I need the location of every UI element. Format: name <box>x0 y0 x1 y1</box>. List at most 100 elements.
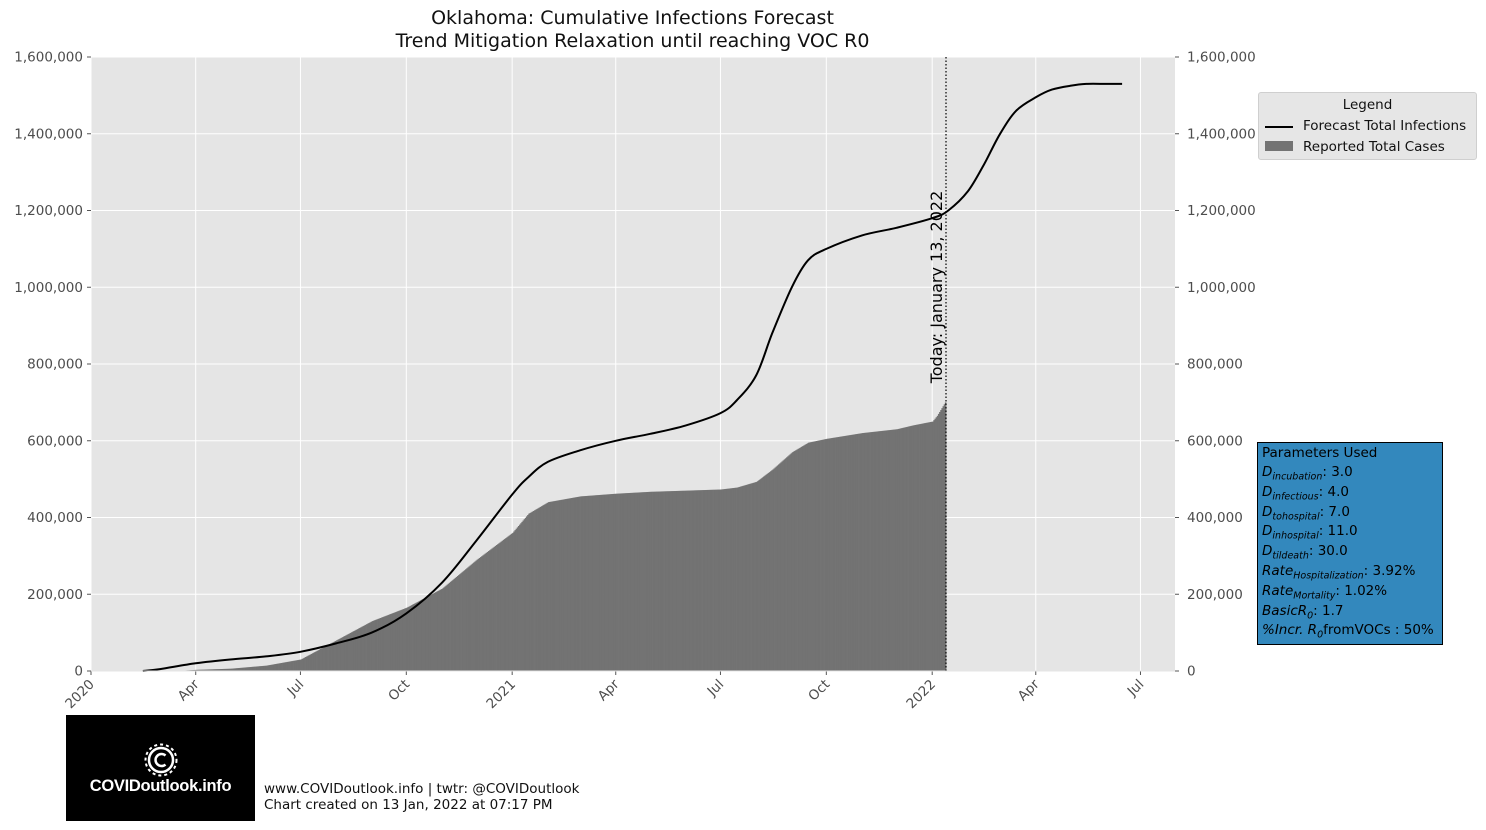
reported-case-bar <box>391 613 393 671</box>
reported-case-bar <box>872 431 874 671</box>
reported-case-bar <box>481 556 483 671</box>
y-tick-label-right: 800,000 <box>1187 357 1243 373</box>
parameter-subscript: tildeath <box>1272 550 1309 562</box>
reported-case-bar <box>399 610 401 671</box>
reported-case-bar <box>439 589 442 671</box>
reported-case-bar <box>575 497 578 671</box>
reported-case-bar <box>371 621 374 671</box>
reported-case-bar <box>608 494 611 671</box>
reported-case-bar <box>749 483 751 671</box>
reported-case-bar <box>668 491 671 671</box>
reported-case-bar <box>489 550 491 671</box>
reported-case-bar <box>196 669 199 671</box>
reported-case-bar <box>221 669 223 671</box>
reported-case-bar <box>550 501 552 671</box>
reported-case-bar <box>689 490 691 671</box>
reported-case-bar <box>635 492 637 671</box>
reported-case-bar <box>666 491 668 671</box>
reported-case-bar <box>645 492 648 671</box>
reported-case-bar <box>476 559 479 671</box>
reported-case-bar <box>619 493 621 671</box>
reported-case-bar <box>672 491 674 671</box>
reported-case-bar <box>214 669 216 671</box>
reported-case-bar <box>904 427 907 671</box>
reported-case-bar <box>653 491 656 671</box>
reported-case-bar <box>469 565 472 671</box>
reported-case-bar <box>355 629 358 671</box>
y-tick-label: 1,200,000 <box>14 203 83 219</box>
y-tick-label-right: 1,600,000 <box>1187 50 1256 66</box>
reported-case-bar <box>822 439 825 671</box>
reported-case-bar <box>883 430 886 671</box>
reported-case-bar <box>731 488 734 671</box>
reported-case-bar <box>514 530 517 671</box>
reported-case-bar <box>524 517 527 671</box>
reported-case-bar <box>899 428 902 671</box>
reported-case-bar <box>497 544 499 671</box>
reported-case-bar <box>654 491 657 671</box>
reported-case-bar <box>407 607 410 671</box>
reported-case-bar <box>444 586 446 671</box>
reported-case-bar <box>316 650 319 671</box>
reported-case-bar <box>394 612 397 671</box>
parameter-subscript: Mortality <box>1293 590 1336 602</box>
reported-case-bar <box>809 442 811 671</box>
reported-case-bar <box>417 601 420 671</box>
reported-case-bar <box>865 432 868 671</box>
reported-case-bar <box>753 482 756 671</box>
reported-case-bar <box>941 408 943 671</box>
reported-case-bar <box>516 527 519 671</box>
x-tick-label: 2022 <box>903 677 939 713</box>
reported-case-bar <box>769 471 772 671</box>
reported-case-bar <box>548 501 551 671</box>
reported-case-bar <box>687 490 689 671</box>
reported-case-bar <box>351 632 353 671</box>
reported-case-bar <box>296 660 299 671</box>
reported-case-bar <box>627 493 629 671</box>
reported-case-bar <box>599 494 602 671</box>
reported-case-bar <box>597 495 599 671</box>
reported-case-bar <box>201 669 204 671</box>
reported-case-bar <box>534 510 536 671</box>
reported-case-bar <box>700 490 703 671</box>
reported-case-bar <box>496 544 498 671</box>
reported-case-bar <box>922 423 925 671</box>
reported-case-bar <box>291 661 293 671</box>
reported-case-bar <box>418 600 421 671</box>
reported-case-bar <box>447 583 450 671</box>
reported-case-bar <box>478 557 481 671</box>
reported-case-bar <box>797 448 800 671</box>
reported-case-bar <box>329 644 331 671</box>
x-tick-label: 2021 <box>483 677 519 713</box>
reported-case-bar <box>525 516 528 671</box>
parameter-subscript: tohospital <box>1272 511 1320 523</box>
reported-case-bar <box>715 489 718 671</box>
reported-case-bar <box>775 466 778 671</box>
reported-case-bar <box>272 664 275 671</box>
reported-case-bar <box>368 622 370 671</box>
reported-case-bar <box>659 491 662 671</box>
reported-case-bar <box>408 606 411 671</box>
reported-case-bar <box>504 538 506 671</box>
reported-case-bar <box>509 534 512 671</box>
reported-case-bar <box>520 523 522 671</box>
reported-case-bar <box>414 603 416 671</box>
reported-case-bar <box>826 438 828 671</box>
reported-case-bar <box>242 667 245 671</box>
y-tick-label: 800,000 <box>27 357 83 373</box>
reported-case-bar <box>410 605 413 671</box>
reported-case-bar <box>234 668 237 671</box>
reported-case-bar <box>642 492 644 671</box>
reported-case-bar <box>453 578 456 671</box>
reported-case-bar <box>727 488 729 671</box>
reported-case-bar <box>309 654 312 671</box>
reported-case-bar <box>801 446 803 671</box>
reported-case-bar <box>554 500 557 671</box>
reported-case-bar <box>721 489 724 671</box>
reported-case-bar <box>705 489 708 671</box>
reported-case-bar <box>761 477 764 671</box>
reported-case-bar <box>387 614 390 671</box>
reported-case-bar <box>916 424 918 671</box>
reported-case-bar <box>263 665 266 671</box>
